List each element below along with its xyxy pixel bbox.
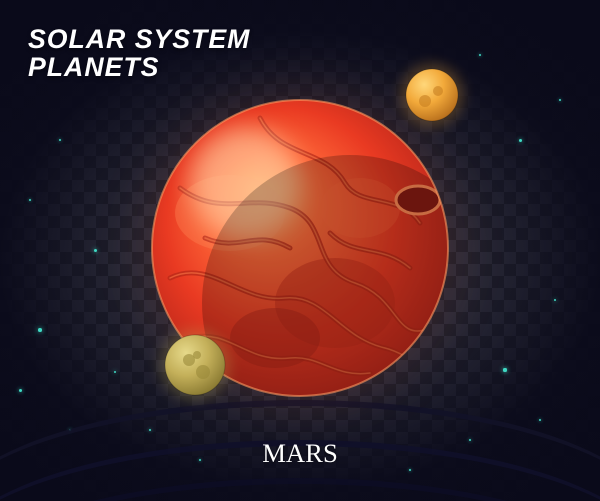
series-title-line2: PLANETS — [28, 52, 159, 83]
moon-phobos — [400, 63, 464, 127]
moon-deimos — [159, 329, 231, 401]
infographic-canvas: SOLAR SYSTEM PLANETS MARS — [0, 0, 600, 501]
planet-label: MARS — [0, 438, 600, 469]
series-title-line1: SOLAR SYSTEM — [28, 24, 250, 55]
